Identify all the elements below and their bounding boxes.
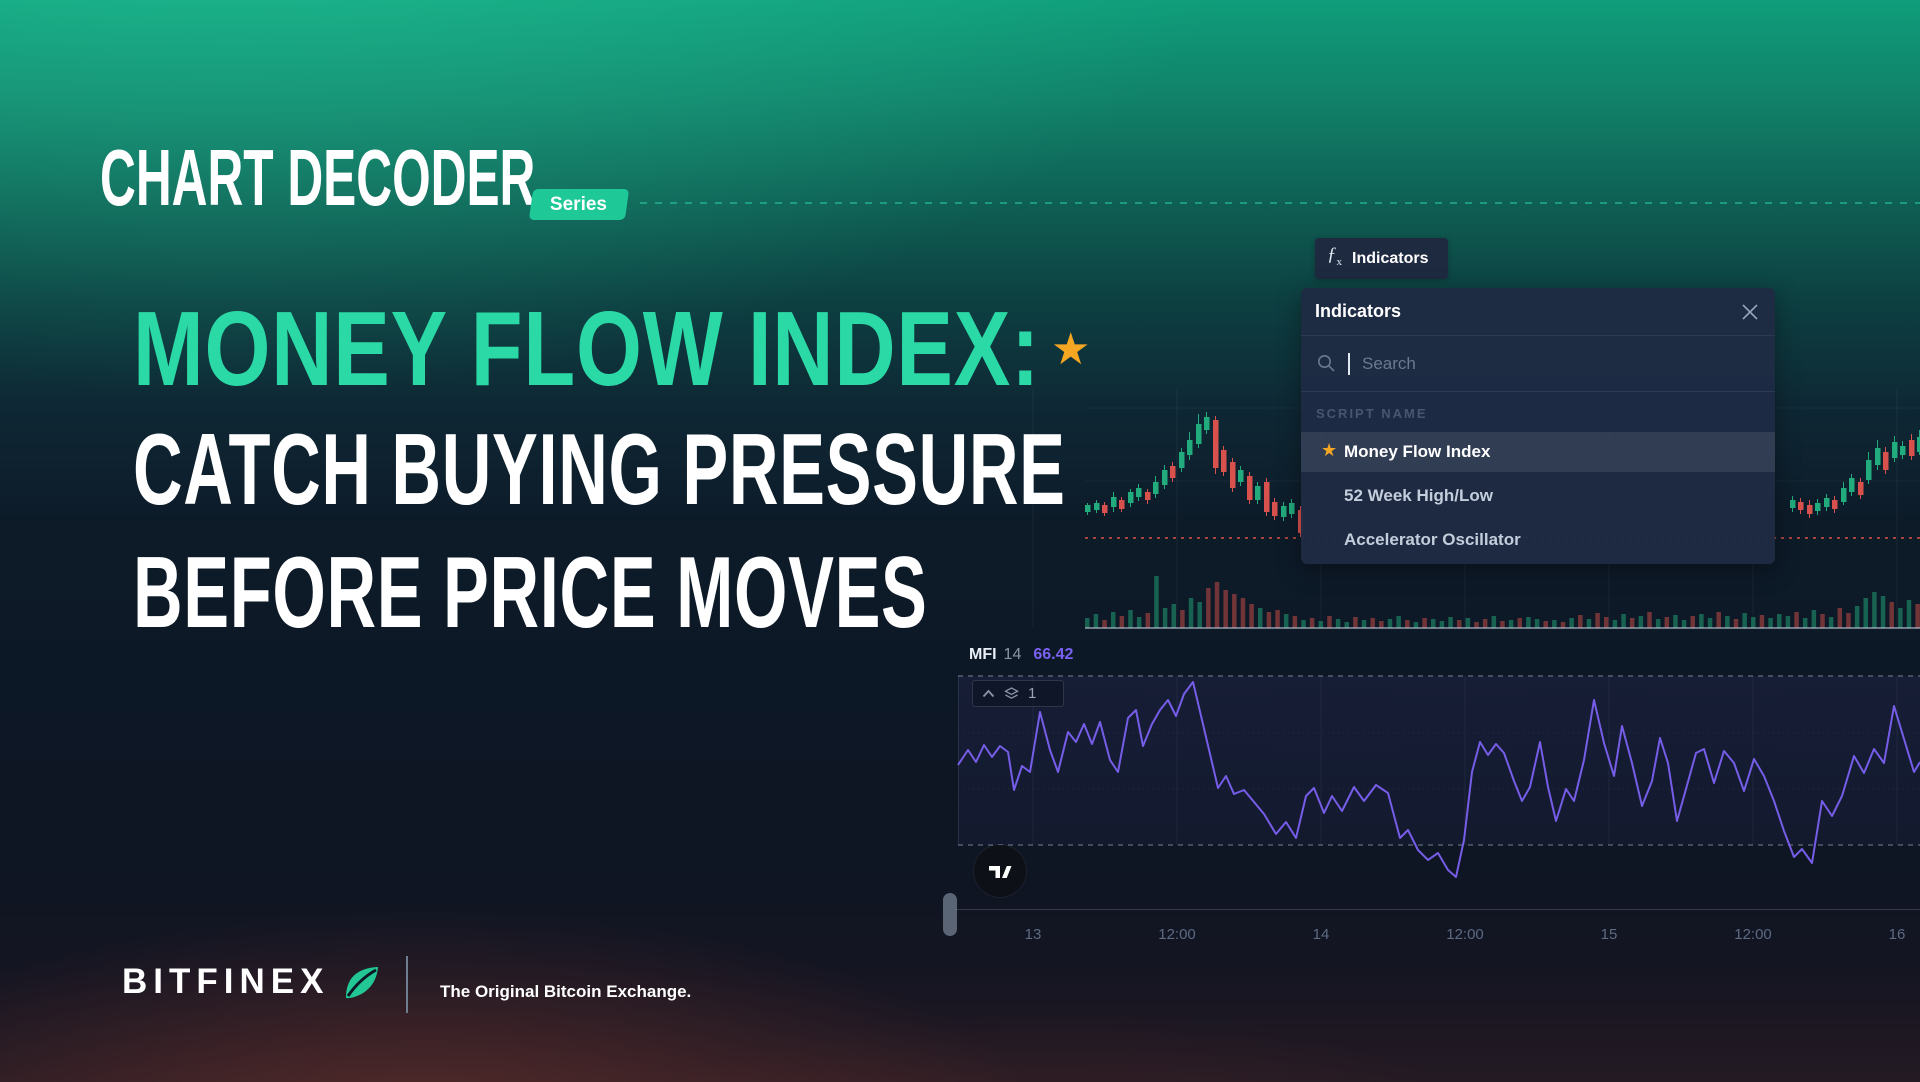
search-icon: [1318, 355, 1335, 372]
time-axis-label: 12:00: [1734, 926, 1772, 943]
footer-divider: [406, 956, 408, 1013]
mfi-pane-controls[interactable]: 1: [972, 680, 1064, 707]
tradingview-icon: [989, 866, 1012, 878]
time-axis-label: 15: [1600, 926, 1618, 943]
bitfinex-leaf-icon: [346, 967, 378, 999]
indicators-panel-header: Indicators: [1301, 288, 1775, 336]
indicator-row-money-flow-index[interactable]: ★ Money Flow Index: [1301, 432, 1775, 472]
indicators-panel: Indicators SCRIPT NAME ★ Money Flow Inde…: [1301, 288, 1775, 564]
indicator-search-row[interactable]: [1301, 336, 1775, 392]
layers-count: 1: [1028, 685, 1037, 702]
star-icon: ★: [1051, 325, 1091, 374]
bitfinex-logo: BITFINEX: [122, 962, 330, 1001]
headline-line3: BEFORE PRICE MOVES: [133, 537, 928, 649]
layers-icon[interactable]: [1004, 687, 1019, 700]
mfi-value: 66.42: [1033, 646, 1074, 663]
search-input[interactable]: [1362, 353, 1662, 374]
indicators-button[interactable]: ƒx Indicators: [1315, 238, 1448, 279]
indicator-row-label: 52 Week High/Low: [1344, 486, 1493, 505]
time-axis-label: 12:00: [1446, 926, 1484, 943]
headline-line1: MONEY FLOW INDEX:: [133, 290, 1041, 408]
time-axis-label: 16: [1888, 926, 1906, 943]
headline-line2: CATCH BUYING PRESSURE: [133, 414, 1066, 526]
indicator-row-accelerator-oscillator[interactable]: Accelerator Oscillator: [1301, 520, 1775, 560]
indicators-button-label: Indicators: [1352, 249, 1429, 267]
close-icon[interactable]: [1739, 301, 1761, 323]
scrollbar-thumb[interactable]: [943, 893, 957, 936]
decorative-dashed-line: [640, 202, 1920, 204]
indicator-row-label: Accelerator Oscillator: [1344, 530, 1521, 549]
series-title: CHART DECODER: [100, 133, 536, 222]
time-axis-label: 14: [1312, 926, 1330, 943]
favorite-star-icon[interactable]: ★: [1321, 440, 1338, 460]
fx-function-icon: ƒx: [1327, 244, 1342, 268]
mfi-indicator-label: MFI 14 66.42: [969, 646, 1073, 664]
indicators-panel-title: Indicators: [1315, 301, 1402, 321]
footer-tagline: The Original Bitcoin Exchange.: [440, 982, 692, 1001]
time-axis-label: 13: [1024, 926, 1042, 943]
script-name-section-label: SCRIPT NAME: [1316, 406, 1428, 421]
mfi-name: MFI: [969, 646, 997, 663]
mfi-oscillator-pane: [958, 676, 1920, 845]
time-axis-line: [956, 909, 1920, 910]
text-caret: [1348, 352, 1350, 375]
tradingview-logo[interactable]: [974, 845, 1026, 897]
chevron-up-icon[interactable]: [982, 689, 995, 698]
indicator-row-label: Money Flow Index: [1344, 442, 1491, 461]
time-axis-label: 12:00: [1158, 926, 1196, 943]
mfi-period: 14: [1003, 646, 1022, 663]
indicator-row-52-week-high-low[interactable]: 52 Week High/Low: [1301, 476, 1775, 516]
